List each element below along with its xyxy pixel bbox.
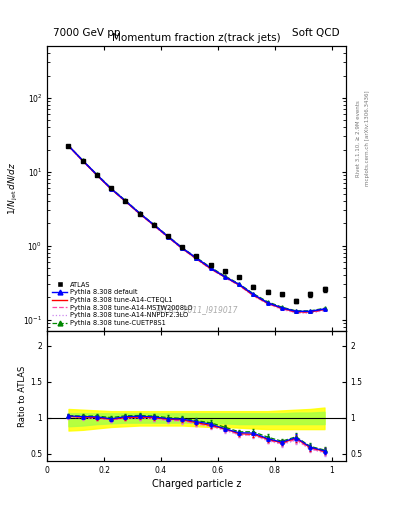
Text: 7000 GeV pp: 7000 GeV pp bbox=[53, 28, 121, 38]
Text: Rivet 3.1.10, ≥ 2.9M events: Rivet 3.1.10, ≥ 2.9M events bbox=[356, 100, 361, 177]
Text: Soft QCD: Soft QCD bbox=[292, 28, 340, 38]
Y-axis label: Ratio to ATLAS: Ratio to ATLAS bbox=[18, 366, 28, 426]
X-axis label: Charged particle z: Charged particle z bbox=[152, 479, 241, 489]
Legend: ATLAS, Pythia 8.308 default, Pythia 8.308 tune-A14-CTEQL1, Pythia 8.308 tune-A14: ATLAS, Pythia 8.308 default, Pythia 8.30… bbox=[50, 280, 195, 328]
Title: Momentum fraction z(track jets): Momentum fraction z(track jets) bbox=[112, 33, 281, 42]
Text: ATLAS_2011_I919017: ATLAS_2011_I919017 bbox=[155, 305, 238, 314]
Y-axis label: $1/N_\mathrm{jet}\,dN/dz$: $1/N_\mathrm{jet}\,dN/dz$ bbox=[7, 162, 20, 216]
Text: mcplots.cern.ch [arXiv:1306.3436]: mcplots.cern.ch [arXiv:1306.3436] bbox=[365, 91, 371, 186]
